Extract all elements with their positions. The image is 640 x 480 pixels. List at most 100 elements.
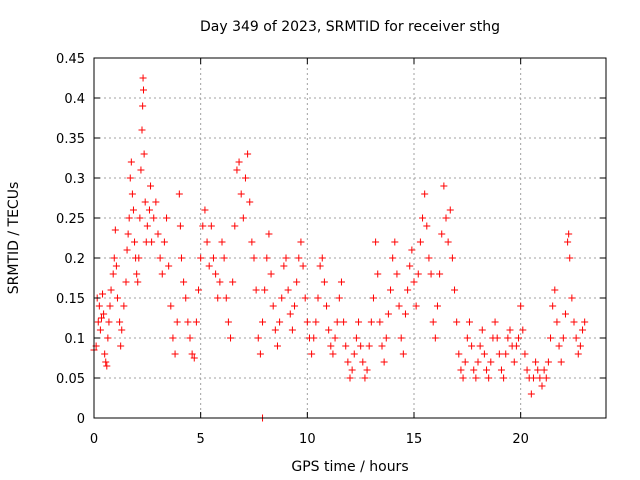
data-point [444,238,452,246]
data-point [529,374,537,382]
data-point [303,318,311,326]
data-point [521,350,529,358]
data-point [308,350,316,358]
data-point [160,238,168,246]
data-point [267,270,275,278]
data-point [156,254,164,262]
data-point [169,334,177,342]
data-point [286,310,294,318]
data-point [376,318,384,326]
data-point [118,326,126,334]
data-point [182,294,190,302]
data-point [135,254,143,262]
data-point [374,270,382,278]
data-point [222,294,230,302]
data-point [399,350,407,358]
data-point [512,342,520,350]
data-point [235,158,243,166]
data-point [412,302,420,310]
data-point [519,326,527,334]
data-point [95,302,103,310]
y-tick-label: 0.4 [64,92,85,107]
data-point [122,278,130,286]
data-point [391,238,399,246]
data-point [551,286,559,294]
data-point [536,374,544,382]
data-point [331,334,339,342]
data-point [316,262,324,270]
data-point [340,318,348,326]
data-point [129,206,137,214]
data-point [325,326,333,334]
data-point [150,214,158,222]
data-point [209,254,217,262]
data-point [561,310,569,318]
data-point [239,214,247,222]
data-point [555,342,563,350]
data-point [195,286,203,294]
y-axis-title: SRMTID / TECUs [6,182,22,295]
data-point [263,254,271,262]
data-point [523,366,531,374]
y-tick-label: 0.45 [56,52,85,67]
data-point [143,222,151,230]
data-point [102,358,110,366]
x-tick-label: 5 [197,432,205,447]
data-point [186,334,194,342]
data-point [527,390,535,398]
data-point [423,222,431,230]
data-point [127,158,135,166]
data-point [401,310,409,318]
data-point [227,334,235,342]
data-point [113,294,121,302]
data-point [544,358,552,366]
data-point [165,262,173,270]
chart-title: Day 349 of 2023, SRMTID for receiver sth… [200,19,500,35]
y-tick-label: 0.05 [56,372,85,387]
data-point [256,350,264,358]
data-point [480,350,488,358]
data-point [414,270,422,278]
data-point [269,302,277,310]
data-point [293,278,301,286]
data-point [438,230,446,238]
data-point [199,222,207,230]
data-point [348,366,356,374]
data-point [574,350,582,358]
data-point [346,374,354,382]
data-point [478,326,486,334]
data-point [502,350,510,358]
data-point [517,302,525,310]
data-point [406,262,414,270]
data-point [297,238,305,246]
data-point [474,358,482,366]
data-point [506,326,514,334]
data-point [201,206,209,214]
data-point [419,214,427,222]
data-point [112,262,120,270]
data-point [284,286,292,294]
data-point [568,294,576,302]
data-point [116,318,124,326]
data-point [579,326,587,334]
data-point [110,254,118,262]
data-point [549,302,557,310]
data-point [382,334,390,342]
data-point [205,262,213,270]
data-point [133,270,141,278]
data-point [171,350,179,358]
data-point [566,254,574,262]
data-point [216,278,224,286]
data-point [542,374,550,382]
data-point [163,214,171,222]
data-point [190,354,198,362]
data-point [318,254,326,262]
data-point [158,270,166,278]
data-point [397,334,405,342]
data-point [278,294,286,302]
data-point [138,126,146,134]
data-point [384,310,392,318]
data-point [395,302,403,310]
data-point [553,318,561,326]
